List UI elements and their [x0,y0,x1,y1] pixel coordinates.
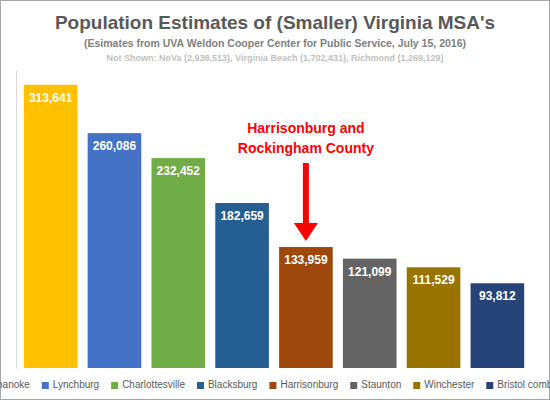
chart: Population Estimates of (Smaller) Virgin… [0,0,550,400]
legend-label: Bristol combined [497,379,550,390]
legend-swatch [111,382,118,389]
legend-label: Staunton [361,379,401,390]
y-axis [16,71,17,369]
arrow-head [294,223,318,241]
legend-label: Charlottesville [122,379,185,390]
legend-swatch [413,382,420,389]
legend-swatch [269,382,276,389]
bar [343,259,397,368]
legend-label: Roanoke [0,379,30,390]
bar [215,203,269,368]
legend-item: Blacksburg [197,379,257,390]
title: Population Estimates of (Smaller) Virgin… [55,12,495,33]
data-label: 232,452 [157,164,201,178]
bar [151,158,205,368]
legend: Roanoke Lynchburg Charlottesville Blacksbur… [0,379,550,390]
legend-item: Winchester [413,379,475,390]
bar [24,85,78,368]
legend-swatch [197,382,204,389]
legend-item: Bristol combined [486,379,550,390]
legend-swatch [350,382,357,389]
subtitle: (Esimates from UVA Weldon Cooper Center … [84,37,466,49]
data-label: 182,659 [220,209,264,223]
bar [471,283,525,368]
legend-item: Lynchburg [42,379,99,390]
data-label: 133,959 [284,253,328,267]
data-label: 111,529 [413,273,455,287]
axis-line [16,71,17,369]
frame [1,1,550,400]
legend-label: Harrisonburg [280,379,338,390]
data-label: 313,641 [29,91,73,105]
legend-swatch [42,382,49,389]
arrow-shaft [303,163,309,227]
legend-label: Winchester [424,379,475,390]
legend-item: Charlottesville [111,379,185,390]
data-label: 93,812 [479,289,516,303]
legend-item: Harrisonburg [269,379,338,390]
bar [88,133,142,368]
annotations: Not Shown: NoVa (2,938,513), Virginia Be… [107,53,444,241]
legend-swatch [486,382,493,389]
bar [279,247,333,368]
legend-label: Lynchburg [53,379,99,390]
note: Not Shown: NoVa (2,938,513), Virginia Be… [107,53,444,63]
data-label: 260,086 [93,139,137,153]
data-labels: 313,641 260,086 232,452 182,659 133,959 121,0… [29,91,516,304]
legend-label: Blacksburg [208,379,257,390]
bars [24,85,524,368]
bar [407,267,461,368]
data-label: 121,099 [348,265,392,279]
annotation: Harrisonburg andRockingham County [238,120,374,156]
legend-item: Staunton [350,379,401,390]
legend-item: Roanoke [0,379,30,390]
